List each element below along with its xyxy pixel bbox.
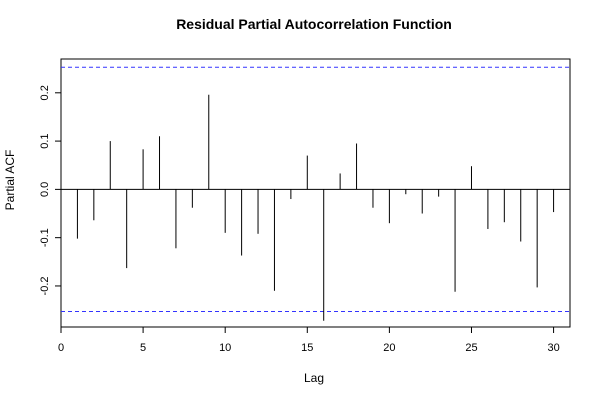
x-tick-label: 15 [301,342,313,354]
x-axis: 0 5 10 15 20 25 30 [58,327,560,354]
x-tick-label: 20 [383,342,395,354]
x-tick-label: 30 [547,342,559,354]
y-tick-label: 0.1 [39,133,51,148]
confidence-lines [61,66,570,313]
y-axis-label: Partial ACF [3,150,17,211]
x-tick-label: 10 [219,342,231,354]
y-axis: -0.2 -0.1 0.0 0.1 0.2 [39,85,61,295]
y-tick-label: -0.2 [39,276,51,295]
pacf-bars [76,94,555,321]
x-tick-label: 0 [58,342,64,354]
y-tick-label: -0.1 [39,228,51,247]
y-tick-label: 0.2 [39,85,51,100]
x-axis-label: Lag [304,371,324,385]
plot-frame [60,58,571,328]
chart-title: Residual Partial Autocorrelation Functio… [176,16,452,32]
x-tick-label: 5 [140,342,146,354]
y-tick-label: 0.0 [39,182,51,197]
x-tick-label: 25 [465,342,477,354]
